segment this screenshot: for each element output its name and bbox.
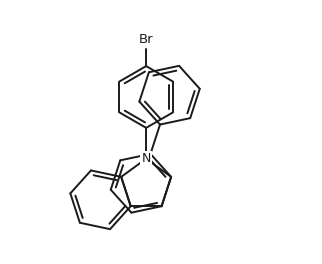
Text: N: N [141, 152, 151, 165]
Text: Br: Br [139, 32, 154, 46]
